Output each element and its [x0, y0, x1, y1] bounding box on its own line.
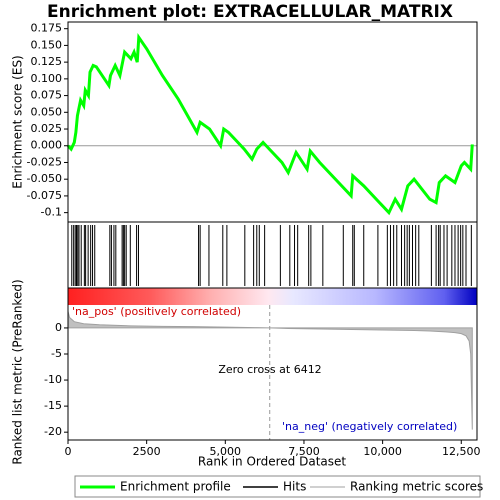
y-tick-label: 0.150 [31, 38, 63, 51]
x-tick-label: 0 [65, 445, 72, 458]
y-tick-label: -15 [44, 399, 62, 412]
y-tick-label: -0.025 [27, 155, 62, 168]
y-tick-label: -10 [44, 373, 62, 386]
y-tick-label: 0.175 [31, 22, 63, 35]
y-tick-label: -0.075 [27, 189, 62, 202]
y-tick-label: -5 [51, 347, 62, 360]
legend-label: Enrichment profile [120, 480, 231, 494]
x-axis-label: Rank in Ordered Dataset [198, 455, 346, 469]
enrichment-line [66, 32, 474, 216]
y-tick-label: 0.075 [31, 89, 63, 102]
y-tick-label: 0.100 [31, 72, 63, 85]
legend-label: Ranking metric scores [350, 480, 483, 494]
annotation: 'na_neg' (negatively correlated) [282, 420, 457, 433]
x-tick-label: 2500 [133, 445, 161, 458]
x-tick-label: 10,000 [363, 445, 402, 458]
annotation: 'na_pos' (positively correlated) [72, 305, 241, 318]
y-tick-label: 0.125 [31, 55, 63, 68]
y-tick-label: 0 [55, 321, 62, 334]
y-tick-label: 0.050 [31, 105, 63, 118]
y-tick-label: 0.025 [31, 122, 63, 135]
x-tick-label: 7,500 [288, 445, 320, 458]
metric-area [67, 311, 473, 430]
legend: Enrichment profile Hits Ranking metric s… [74, 475, 483, 498]
color-bar [68, 288, 477, 305]
y-tick-label: -0.050 [27, 172, 62, 185]
chart-title: Enrichment plot: EXTRACELLULAR_MATRIX [47, 2, 453, 22]
legend-label: Hits [283, 480, 306, 494]
y-tick-label: 0.000 [31, 139, 63, 152]
y-axis-label: Enrichment score (ES) [11, 55, 25, 188]
y-tick-label: -0.1 [41, 206, 62, 219]
frame [67, 21, 478, 441]
x-tick-label: 12,500 [442, 445, 481, 458]
y-tick-label: -20 [44, 425, 62, 438]
y-axis-label: Ranked list metric (PreRanked) [11, 279, 25, 464]
x-tick-label: 5,000 [210, 445, 242, 458]
